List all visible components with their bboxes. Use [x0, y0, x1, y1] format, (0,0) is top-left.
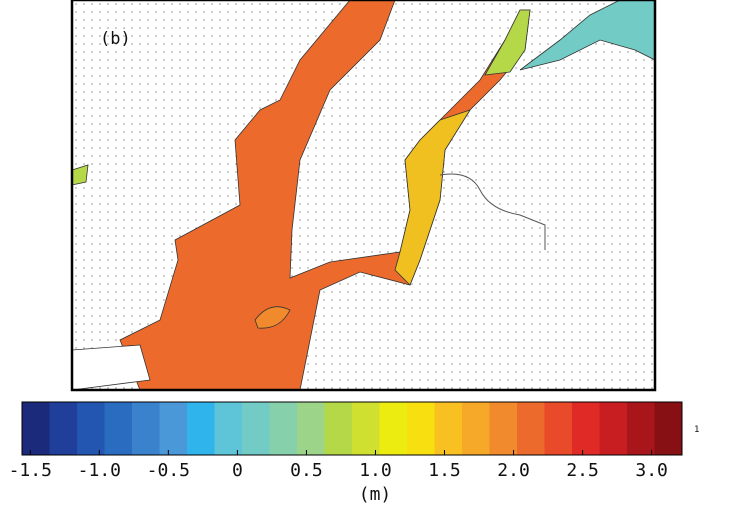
colorbar-unit: (m): [359, 484, 392, 505]
land: [72, 344, 151, 390]
colorbar-cell: [517, 402, 545, 455]
colorbar-cell: [77, 402, 105, 455]
colorbar-tick-label: 0: [232, 460, 243, 481]
colorbar-cell: [242, 402, 270, 455]
colorbar-cell: [462, 402, 490, 455]
colorbar-cell: [324, 402, 353, 455]
colorbar-cell: [214, 402, 243, 455]
colorbar-cell: [572, 402, 600, 455]
panel-label: (b): [100, 29, 131, 49]
shoreline: [439, 173, 546, 250]
colorbar-cell: [379, 402, 408, 455]
colorbar-cell: [544, 402, 573, 455]
map: [72, 0, 655, 390]
colorbar-tick-label: -1.0: [78, 460, 121, 481]
colorbar-cell: [187, 402, 215, 455]
colorbar-tick-label: 1.5: [428, 460, 461, 481]
colorbar-cell: [269, 402, 298, 455]
colorbar-cell: [654, 402, 683, 455]
colorbar-cell: [22, 402, 50, 455]
water-upper: [484, 9, 531, 76]
colorbar-frame: [21, 401, 683, 456]
colorbar-cell: [599, 402, 628, 455]
colorbar-tick-label: 1.0: [359, 460, 392, 481]
water-river: [394, 109, 471, 286]
colorbar-cell: [104, 402, 133, 455]
shoal: [254, 306, 291, 329]
colorbar-cell: [434, 402, 463, 455]
colorbar-cell: [627, 402, 655, 455]
colorbar-cell: [132, 402, 160, 455]
colorbar-tick-label: 0.5: [290, 460, 323, 481]
colorbar: [22, 402, 683, 455]
colorbar-tick-label: -0.5: [147, 460, 190, 481]
colorbar-tick-label: 2.0: [497, 460, 530, 481]
water-left: [72, 164, 89, 186]
colorbar-cell: [352, 402, 380, 455]
colorbar-tick-label: 3.0: [635, 460, 668, 481]
colorbar-cell: [297, 402, 325, 455]
colorbar-cell: [407, 402, 435, 455]
map-frame: [70, 0, 657, 392]
water-sound: [519, 0, 655, 71]
colorbar-cell: [489, 402, 518, 455]
colorbar-tick-label: 2.5: [566, 460, 599, 481]
colorbar-cell: [49, 402, 78, 455]
colorbar-edge-label: 1: [694, 425, 699, 435]
colorbar-tick-label: -1.5: [9, 460, 52, 481]
colorbar-cell: [159, 402, 188, 455]
water-main: [119, 0, 531, 390]
